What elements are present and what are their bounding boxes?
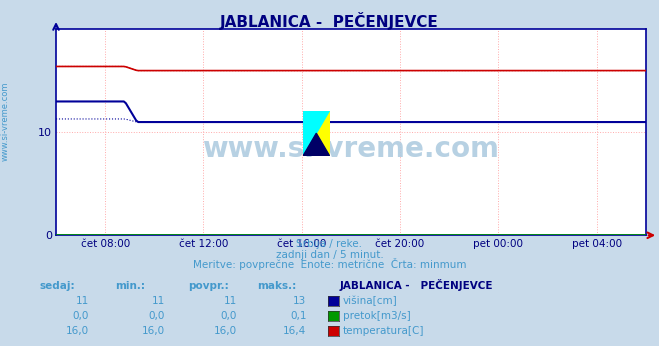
Text: 0,0: 0,0	[148, 311, 165, 321]
Text: min.:: min.:	[115, 281, 146, 291]
Text: višina[cm]: višina[cm]	[343, 295, 397, 306]
Text: 16,0: 16,0	[66, 326, 89, 336]
Text: zadnji dan / 5 minut.: zadnji dan / 5 minut.	[275, 250, 384, 260]
Text: temperatura[C]: temperatura[C]	[343, 326, 424, 336]
Text: 0,1: 0,1	[290, 311, 306, 321]
Polygon shape	[303, 111, 330, 156]
Text: pretok[m3/s]: pretok[m3/s]	[343, 311, 411, 321]
Text: 11: 11	[152, 296, 165, 306]
Text: 13: 13	[293, 296, 306, 306]
Text: 16,0: 16,0	[142, 326, 165, 336]
Text: 0,0: 0,0	[72, 311, 89, 321]
Text: 0,0: 0,0	[221, 311, 237, 321]
Text: www.si-vreme.com: www.si-vreme.com	[1, 81, 10, 161]
Text: Meritve: povprečne  Enote: metrične  Črta: minmum: Meritve: povprečne Enote: metrične Črta:…	[192, 258, 467, 270]
Text: sedaj:: sedaj:	[40, 281, 75, 291]
Text: www.si-vreme.com: www.si-vreme.com	[202, 135, 500, 163]
Polygon shape	[303, 111, 330, 156]
Text: maks.:: maks.:	[257, 281, 297, 291]
Text: povpr.:: povpr.:	[188, 281, 229, 291]
Text: 16,0: 16,0	[214, 326, 237, 336]
Text: JABLANICA -  PEČENJEVCE: JABLANICA - PEČENJEVCE	[220, 12, 439, 30]
Text: 11: 11	[76, 296, 89, 306]
Text: 11: 11	[224, 296, 237, 306]
Polygon shape	[303, 133, 330, 156]
Text: JABLANICA -   PEČENJEVCE: JABLANICA - PEČENJEVCE	[339, 279, 493, 291]
Text: 16,4: 16,4	[283, 326, 306, 336]
Text: Srbija / reke.: Srbija / reke.	[297, 239, 362, 249]
